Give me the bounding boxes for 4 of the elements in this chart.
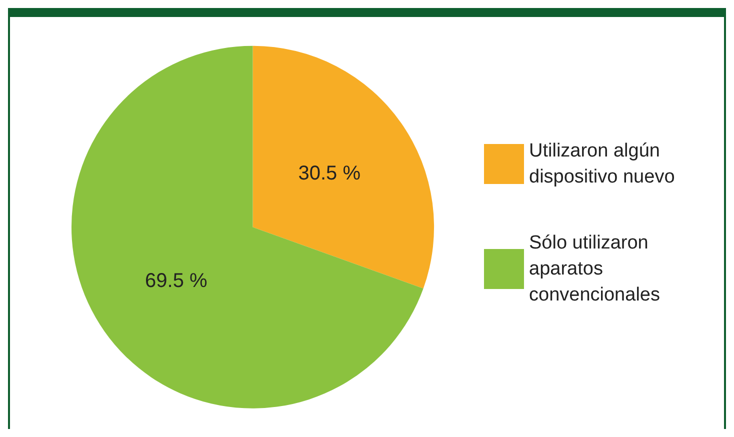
legend-label: Sólo utilizaron aparatos convencionales: [529, 232, 660, 306]
legend-label: Utilizaron algún dispositivo nuevo: [529, 140, 675, 188]
data-label: 69.5 %: [145, 270, 208, 292]
data-label: 30.5 %: [298, 162, 361, 184]
